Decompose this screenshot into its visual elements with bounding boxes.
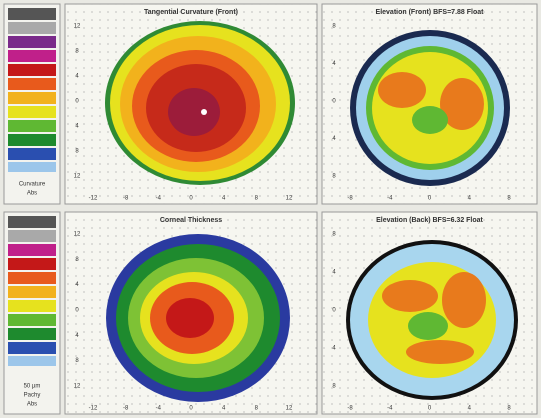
legend-label: Abs [27,402,37,408]
legend-label: 50 µm [24,384,41,390]
map-elevation-front [350,30,510,186]
legend-label: Curvature [19,182,46,188]
y-tick-label: 12 [74,384,81,390]
panel-title: Corneal Thickness [160,217,222,224]
x-tick-label: 0 [189,196,193,202]
x-tick-label: -8 [123,406,129,412]
x-tick-label: -12 [89,406,98,412]
y-tick-label: 12 [74,24,81,30]
y-tick-label: 4 [332,346,336,352]
x-tick-label: 4 [222,406,226,412]
y-tick-label: 8 [75,358,79,364]
y-tick-label: 4 [332,61,336,67]
x-tick-label: 8 [255,406,259,412]
x-tick-label: -12 [89,196,98,202]
x-tick-label: -8 [123,196,129,202]
x-tick-label: 4 [468,196,472,202]
x-tick-label: 8 [507,196,511,202]
panel-title: Elevation (Back) BFS=6.32 Float [376,217,483,224]
legend-label: Pachy [24,393,41,399]
map-elevation-back [346,240,518,400]
panel-title: Elevation (Front) BFS=7.88 Float [376,9,485,16]
y-tick-label: 12 [74,174,81,180]
x-tick-label: -4 [387,196,393,202]
y-tick-label: 0 [332,308,336,314]
x-tick-label: -4 [156,196,162,202]
map-curvature [105,21,295,185]
x-tick-label: 0 [189,406,193,412]
x-tick-label: 12 [286,406,293,412]
x-tick-label: 4 [222,196,226,202]
x-tick-label: 12 [286,196,293,202]
x-tick-label: 0 [428,196,432,202]
y-tick-label: 8 [332,384,336,390]
x-tick-label: -8 [347,406,353,412]
y-tick-label: 4 [332,136,336,142]
y-tick-label: 8 [332,174,336,180]
x-tick-label: 8 [255,196,259,202]
y-tick-label: 0 [332,99,336,105]
y-tick-label: 4 [75,74,79,80]
x-tick-label: 0 [428,406,432,412]
y-tick-label: 4 [75,333,79,339]
x-tick-label: -4 [156,406,162,412]
y-tick-label: 4 [75,124,79,130]
y-tick-label: 8 [75,149,79,155]
y-tick-label: 8 [332,24,336,30]
x-tick-label: -4 [387,406,393,412]
y-tick-label: 12 [74,232,81,238]
y-tick-label: 4 [332,270,336,276]
y-tick-label: 8 [75,257,79,263]
panel-title: Tangential Curvature (Front) [144,9,238,16]
x-tick-label: 4 [468,406,472,412]
x-tick-label: -8 [347,196,353,202]
y-tick-label: 0 [75,99,79,105]
y-tick-label: 4 [75,282,79,288]
legend-top [3,3,61,205]
y-tick-label: 0 [75,308,79,314]
legend-bottom [3,211,61,415]
y-tick-label: 8 [332,232,336,238]
x-tick-label: 8 [507,406,511,412]
legend-label: Abs [27,191,37,197]
map-thickness [106,234,290,402]
y-tick-label: 8 [75,49,79,55]
